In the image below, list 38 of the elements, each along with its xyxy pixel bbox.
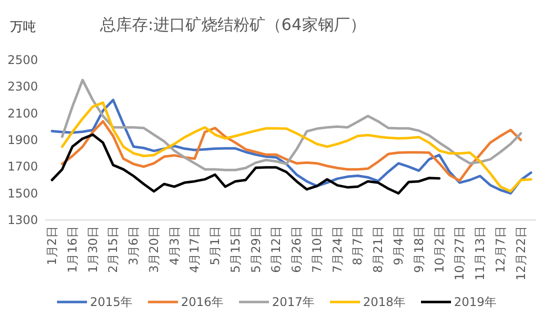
x-tick-label: 3月20日 (146, 226, 161, 273)
x-tick-label: 5月15日 (228, 226, 242, 273)
y-tick-label: 2500 (7, 53, 38, 67)
x-tick-label: 11月13日 (473, 226, 488, 281)
x-tick-label: 5月29日 (248, 226, 263, 273)
legend-label: 2019年 (454, 295, 497, 309)
legend-label: 2018年 (363, 295, 406, 309)
title: 总库存:进口矿烧结粉矿（64家钢厂） (100, 15, 366, 34)
x-tick-label: 8月21日 (371, 226, 386, 273)
x-tick-label: 10月27日 (452, 226, 467, 281)
x-tick-label: 12月7日 (493, 226, 508, 273)
x-tick-label: 6月26日 (290, 226, 304, 273)
x-tick-label: 7月24日 (330, 226, 344, 273)
y-tick-label: 1700 (7, 160, 38, 174)
legend-label: 2016年 (181, 295, 224, 309)
legend-label: 2017年 (272, 295, 315, 309)
x-tick-label: 3月6日 (126, 226, 141, 266)
x-tick-label: 10月2日 (432, 226, 446, 273)
x-tick-label: 1月16日 (65, 226, 80, 273)
y-tick-label: 1300 (7, 213, 38, 227)
x-tick-label: 9月4日 (392, 226, 406, 266)
y-tick-label: 2300 (7, 80, 38, 94)
legend-label: 2015年 (90, 295, 133, 309)
y-tick-label: 1900 (7, 133, 38, 147)
x-tick-label: 12月22日 (514, 226, 528, 281)
x-tick-label: 5月1日 (208, 226, 222, 266)
y-tick-label: 2100 (7, 106, 38, 120)
x-tick-label: 1月30日 (86, 226, 100, 273)
x-tick-label: 4月17日 (188, 226, 202, 273)
x-tick-label: 4月3日 (167, 226, 182, 266)
x-tick-label: 9月18日 (412, 226, 426, 273)
x-tick-label: 1月2日 (45, 226, 59, 266)
x-tick-label: 2月15日 (106, 226, 120, 273)
x-tick-label: 8月7日 (350, 226, 365, 266)
y-tick-label: 1500 (7, 186, 38, 200)
x-tick-label: 6月12日 (269, 226, 284, 273)
ylabel: 万吨 (10, 20, 36, 35)
x-tick-label: 7月10日 (310, 226, 324, 273)
